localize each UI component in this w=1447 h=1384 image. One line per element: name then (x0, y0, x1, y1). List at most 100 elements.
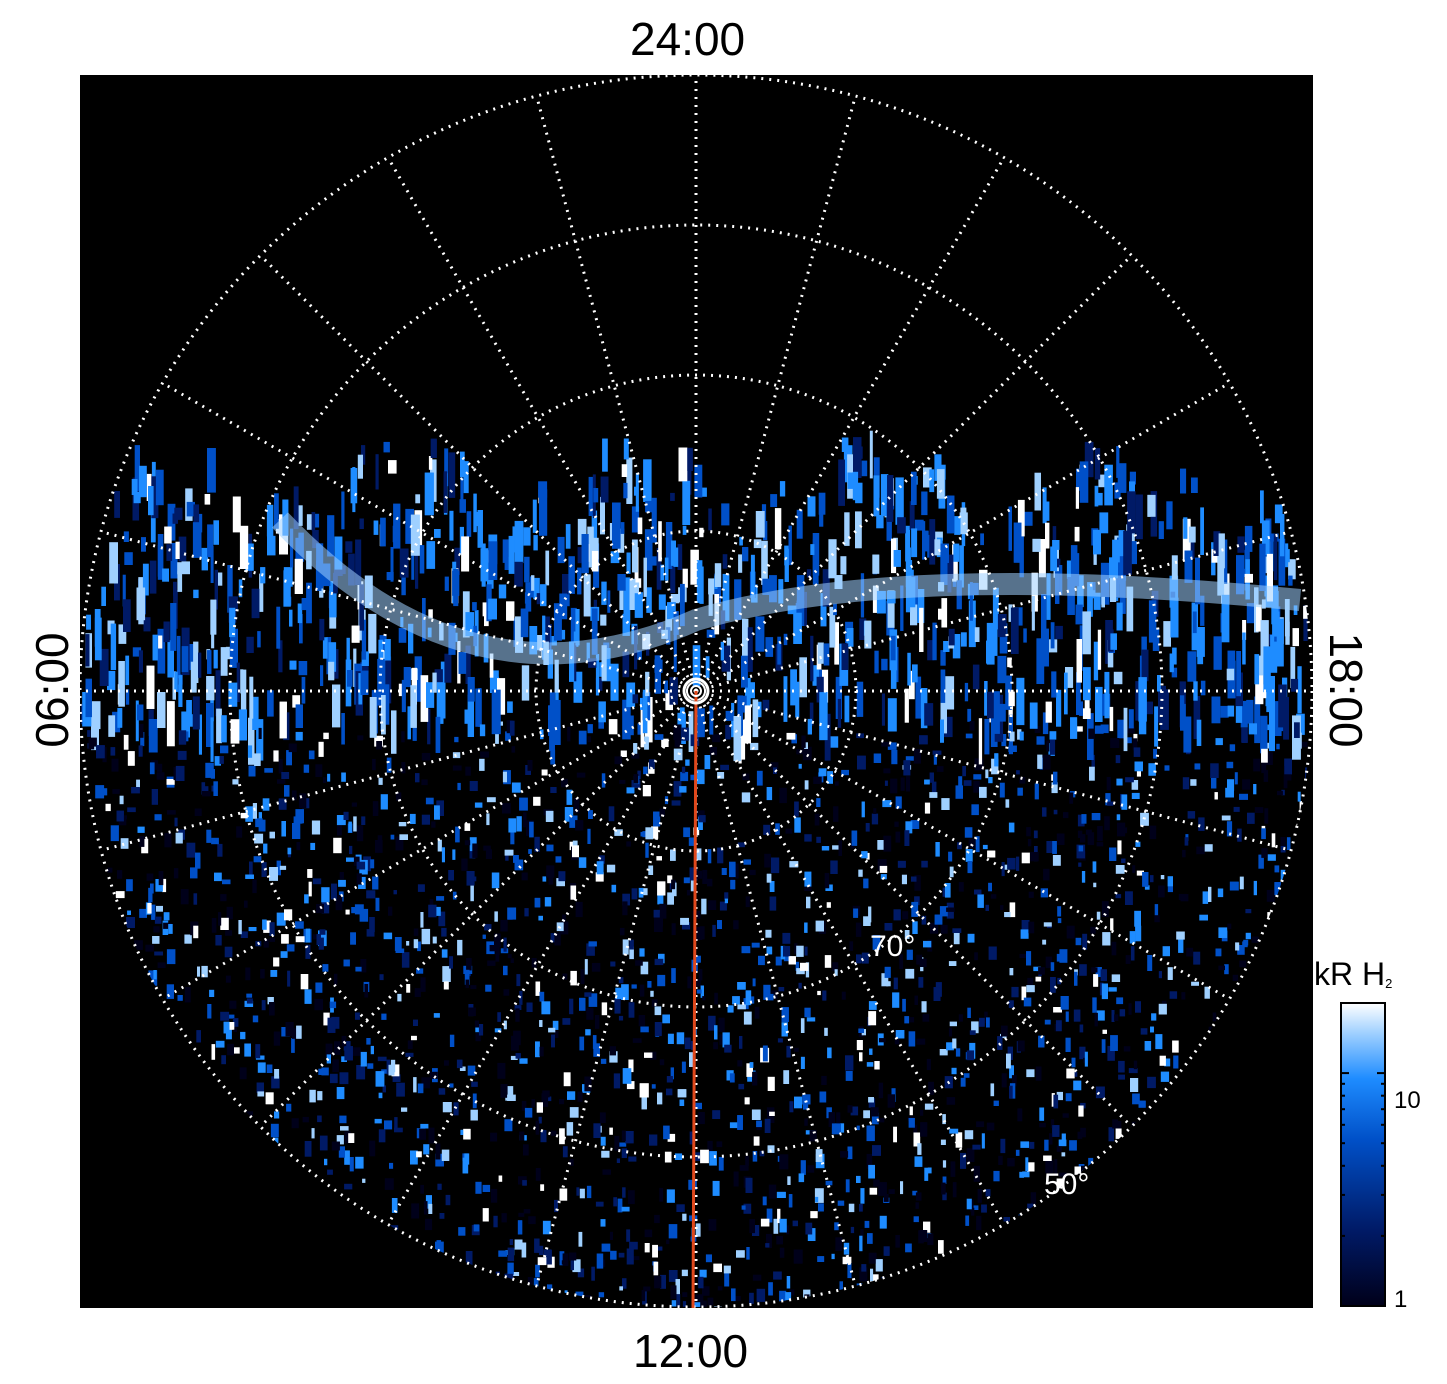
emission-cell (1079, 701, 1083, 716)
emission-cell (264, 768, 273, 773)
emission-cell (1154, 915, 1160, 923)
emission-cell (801, 735, 806, 748)
emission-cell (870, 1268, 874, 1282)
emission-cell (914, 995, 918, 1005)
emission-cell (1029, 1141, 1035, 1149)
emission-cell (417, 884, 425, 892)
emission-cell (1161, 1000, 1167, 1005)
emission-cell (473, 493, 477, 533)
emission-cell (758, 701, 762, 718)
emission-cell (1017, 1040, 1025, 1052)
emission-cell (752, 1071, 758, 1086)
emission-cell (622, 1187, 626, 1198)
emission-cell (413, 928, 419, 936)
emission-cell (756, 1120, 762, 1128)
emission-cell (554, 659, 559, 693)
emission-cell (639, 1083, 649, 1098)
emission-cell (490, 1188, 498, 1203)
emission-cell (540, 1184, 545, 1191)
emission-cell (529, 821, 534, 838)
emission-cell (973, 1165, 980, 1182)
emission-cell (1150, 1026, 1154, 1033)
emission-cell (657, 974, 666, 987)
emission-cell (1259, 543, 1266, 591)
emission-cell (1263, 646, 1271, 693)
emission-cell (1226, 821, 1233, 837)
emission-cell (220, 894, 227, 902)
emission-cell (868, 1097, 874, 1103)
emission-cell (514, 859, 524, 871)
emission-cell (610, 1250, 617, 1260)
emission-cell (433, 1013, 440, 1018)
emission-cell (544, 897, 552, 907)
emission-cell (881, 693, 885, 726)
emission-cell (255, 1044, 261, 1059)
emission-cell (273, 957, 280, 967)
emission-cell (576, 772, 586, 778)
emission-cell (137, 826, 145, 833)
emission-cell (654, 655, 661, 694)
emission-cell (969, 582, 973, 621)
emission-cell (578, 1231, 583, 1247)
emission-cell (452, 891, 457, 900)
emission-cell (977, 1189, 982, 1203)
emission-cell (331, 1141, 340, 1151)
emission-cell (864, 1220, 870, 1228)
emission-cell (608, 806, 615, 822)
emission-cell (166, 701, 175, 747)
emission-cell (909, 1106, 913, 1116)
emission-cell (1227, 705, 1235, 717)
emission-cell (1226, 668, 1235, 681)
emission-cell (319, 1135, 328, 1151)
emission-cell (1108, 987, 1117, 992)
emission-cell (689, 1052, 695, 1067)
emission-cell (1261, 758, 1267, 774)
emission-cell (343, 811, 349, 820)
emission-cell (1116, 602, 1123, 631)
emission-cell (519, 990, 523, 1005)
emission-cell (186, 842, 196, 858)
emission-cell (712, 734, 721, 743)
emission-cell (1030, 852, 1039, 862)
emission-cell (494, 933, 501, 948)
emission-cell (692, 910, 701, 919)
emission-cell (355, 966, 362, 972)
emission-cell (348, 553, 355, 586)
emission-cell (366, 929, 375, 937)
emission-cell (658, 953, 665, 964)
emission-cell (942, 1114, 946, 1125)
emission-cell (226, 906, 233, 920)
emission-cell (844, 512, 850, 546)
emission-cell (884, 780, 888, 786)
emission-cell (119, 795, 124, 805)
emission-cell (877, 840, 884, 850)
emission-cell (415, 550, 419, 589)
emission-cell (310, 842, 316, 850)
emission-cell (929, 772, 934, 783)
emission-cell (616, 1158, 620, 1163)
emission-cell (800, 1056, 805, 1069)
emission-cell (541, 1093, 549, 1107)
emission-cell (238, 709, 247, 741)
emission-cell (406, 984, 411, 993)
emission-cell (369, 697, 377, 738)
emission-cell (940, 719, 944, 743)
emission-cell (1254, 807, 1264, 813)
emission-cell (739, 1165, 749, 1171)
emission-cell (291, 1038, 295, 1053)
emission-cell (341, 491, 345, 530)
emission-cell (986, 1122, 995, 1131)
emission-cell (861, 460, 868, 477)
emission-cell (217, 843, 223, 857)
emission-cell (591, 963, 601, 972)
emission-cell (556, 878, 565, 887)
emission-cell (519, 1131, 525, 1141)
emission-cell (501, 1213, 507, 1223)
emission-cell (818, 1203, 824, 1212)
emission-cell (927, 640, 935, 661)
emission-cell (798, 1173, 805, 1183)
emission-cell (546, 865, 555, 878)
emission-cell (883, 1246, 890, 1256)
emission-cell (372, 758, 376, 771)
emission-cell (935, 842, 940, 857)
